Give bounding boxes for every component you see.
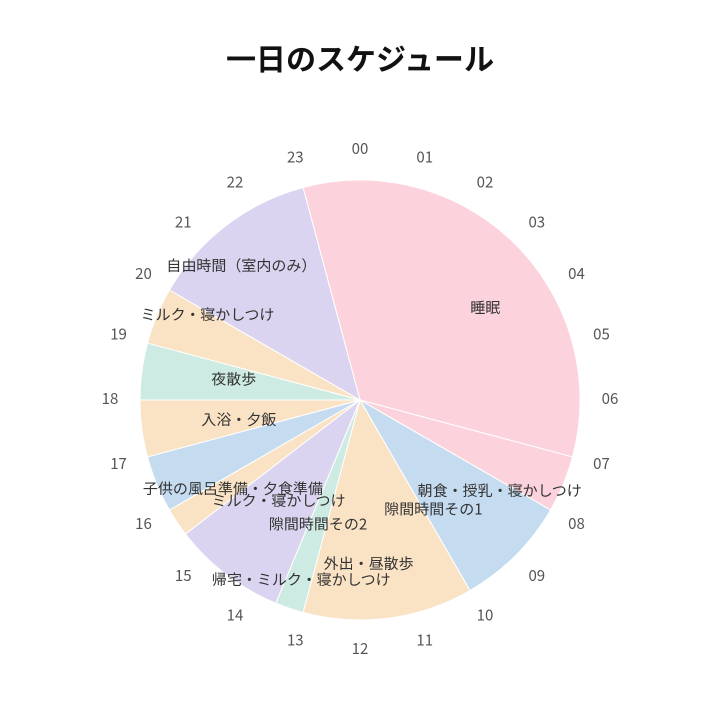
- hour-label: 05: [593, 323, 610, 344]
- hour-label: 21: [175, 211, 192, 232]
- hour-label: 12: [352, 638, 369, 659]
- segment-label: 自由時間（室内のみ）: [166, 255, 316, 276]
- hour-label: 18: [102, 388, 119, 409]
- hour-label: 04: [568, 263, 585, 284]
- hour-label: 16: [135, 513, 152, 534]
- segment-label: 帰宅・ミルク・寝かしつけ: [212, 569, 391, 590]
- hour-label: 14: [227, 605, 244, 626]
- hour-label: 06: [602, 388, 619, 409]
- hour-label: 23: [287, 147, 304, 168]
- segment-label: 夜散歩: [211, 368, 256, 389]
- hour-label: 15: [175, 565, 192, 586]
- segment-label: ミルク・寝かしつけ: [141, 304, 275, 325]
- segment-label: 入浴・夕飯: [201, 409, 276, 430]
- hour-label: 11: [416, 630, 433, 651]
- hour-label: 08: [568, 513, 585, 534]
- segment-label: 隙間時間その1: [384, 498, 482, 519]
- hour-label: 17: [110, 453, 127, 474]
- hour-label: 09: [528, 565, 545, 586]
- segment-label: 子供の風呂準備・夕食準備: [143, 478, 323, 499]
- chart-title: 一日のスケジュール: [226, 35, 494, 79]
- hour-label: 03: [528, 211, 545, 232]
- hour-label: 19: [110, 323, 127, 344]
- hour-label: 13: [287, 630, 304, 651]
- hour-label: 00: [352, 138, 369, 159]
- segment-label: 隙間時間その2: [269, 513, 367, 534]
- hour-label: 20: [135, 263, 152, 284]
- hour-label: 07: [593, 453, 610, 474]
- daily-schedule-pie-chart: 一日のスケジュール 00 01 02 03 04 05 06 07 08 09 10 11 12 13 14…: [0, 0, 720, 720]
- segment-label: 睡眠: [470, 297, 500, 318]
- hour-label: 22: [227, 172, 244, 193]
- hour-label: 10: [477, 605, 494, 626]
- hour-label: 02: [477, 172, 494, 193]
- hour-label: 01: [416, 147, 433, 168]
